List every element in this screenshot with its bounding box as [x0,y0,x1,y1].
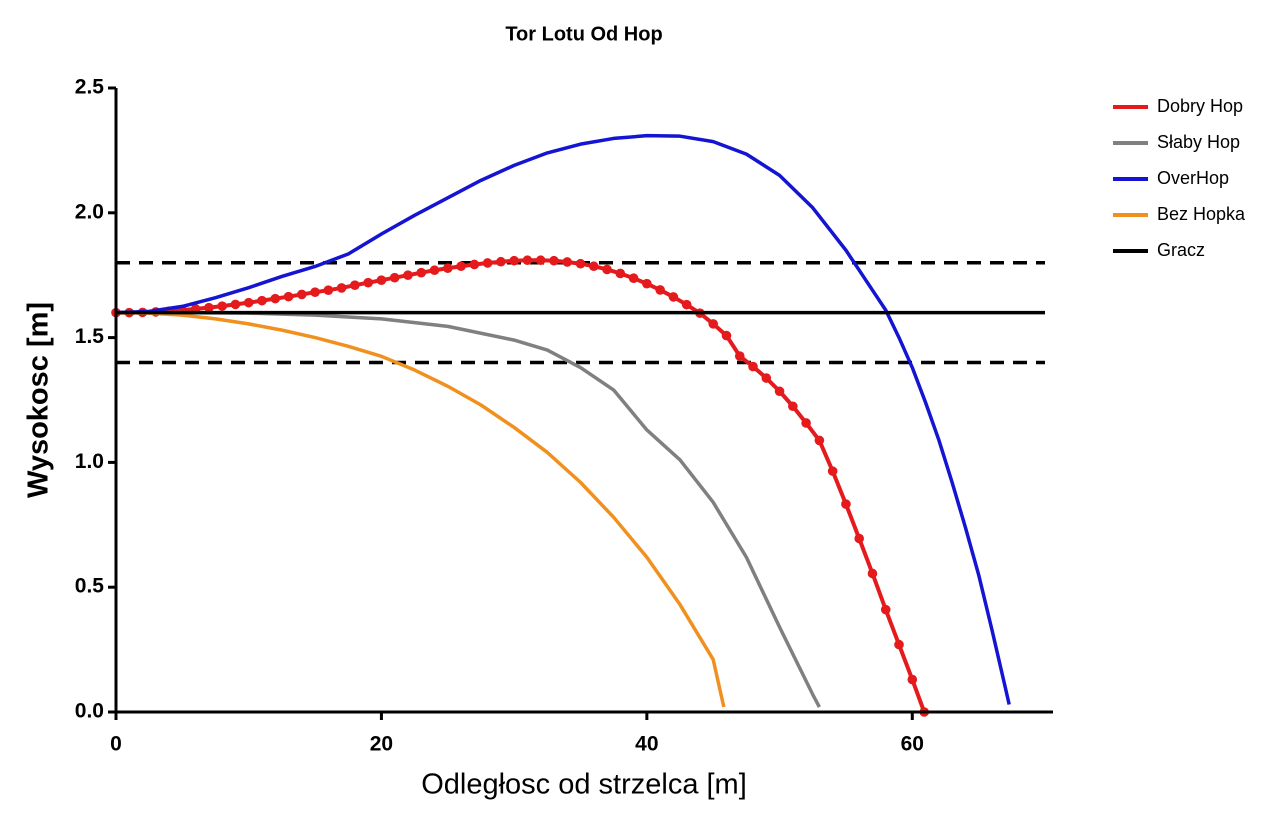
data-point [350,280,360,290]
data-point [841,499,851,509]
chart-title: Tor Lotu Od Hop [505,23,662,45]
data-point [535,255,546,266]
data-point [801,418,811,428]
data-point [602,264,612,275]
y-tick-label: 0.5 [75,575,105,598]
data-point [827,466,838,476]
data-point [721,330,732,341]
data-point [628,273,639,283]
data-point [788,401,798,412]
data-point [522,255,533,266]
data-point [336,283,347,293]
data-point [668,292,679,302]
data-point [588,261,599,272]
data-point [509,255,519,266]
data-point [230,299,241,310]
data-point [734,351,745,361]
data-point [549,255,559,266]
data-point [655,285,665,295]
data-point [708,319,719,329]
data-point [429,265,440,276]
data-point [270,293,281,304]
data-point [867,568,878,579]
data-point [774,386,785,397]
data-point [615,268,626,279]
data-point [681,299,692,310]
data-point [907,674,918,685]
series-line [116,310,821,708]
data-point [562,257,573,267]
data-point [456,261,466,272]
data-point [482,258,493,268]
data-point [761,373,772,383]
legend-label: OverHop [1157,168,1229,188]
data-point [217,301,227,311]
data-point [442,263,453,274]
x-tick-label: 60 [901,733,924,756]
y-tick-label: 0.0 [75,700,104,723]
data-point [416,267,427,278]
data-point [814,435,825,446]
data-point [310,287,320,297]
x-axis-label: Odległosc od strzelca [m] [421,769,747,801]
series-line [116,258,927,713]
data-point [575,258,586,269]
legend-label: Bez Hopka [1157,204,1246,224]
data-point [376,275,387,285]
data-point [748,361,758,372]
data-point [204,302,214,313]
y-tick-label: 1.5 [75,325,105,348]
data-point [854,533,864,544]
data-point [389,272,400,283]
data-point [880,604,891,615]
y-tick-label: 2.0 [75,200,104,223]
series-line [115,310,726,708]
data-point [283,291,294,302]
data-point [642,278,652,289]
data-point [243,297,254,308]
data-point [496,256,506,267]
x-tick-label: 40 [635,733,658,756]
y-tick-label: 2.5 [75,76,105,99]
data-point [894,639,904,650]
data-point [297,289,307,300]
data-point [363,277,373,288]
legend-label: Słaby Hop [1157,132,1240,152]
legend-label: Dobry Hop [1157,96,1243,116]
legend-label: Gracz [1157,240,1205,260]
data-point [469,259,480,270]
data-point [403,270,413,281]
x-tick-label: 0 [110,733,122,756]
series-line [115,133,1011,705]
data-point [323,285,334,295]
data-point [257,295,267,306]
x-tick-label: 20 [370,733,393,756]
y-axis-label: Wysokosc [m] [23,302,55,498]
y-tick-label: 1.0 [75,450,104,473]
